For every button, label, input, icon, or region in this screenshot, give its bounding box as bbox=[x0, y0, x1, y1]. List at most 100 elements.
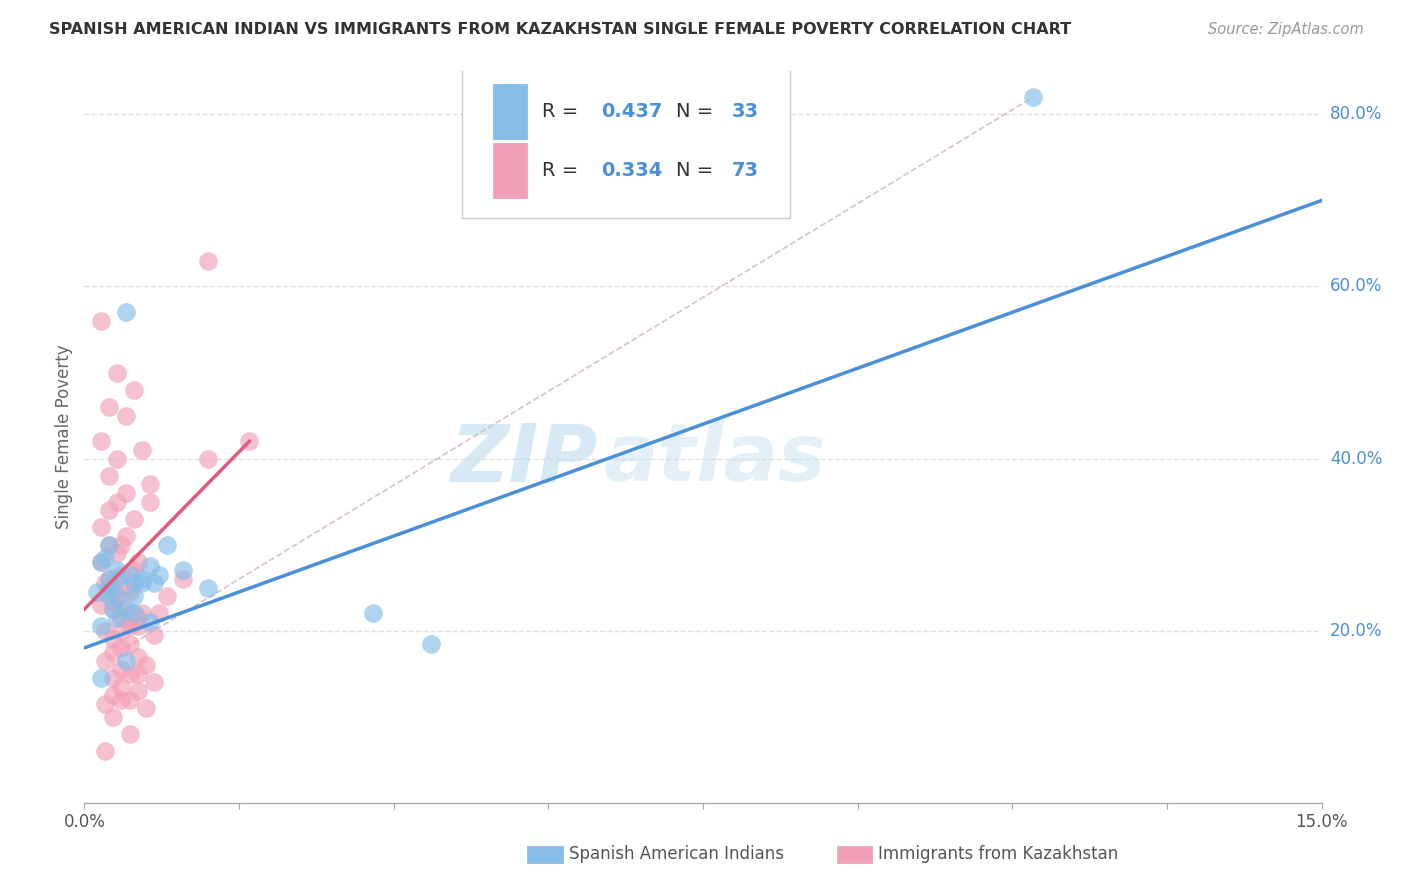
Point bbox=[139, 559, 162, 574]
Text: Source: ZipAtlas.com: Source: ZipAtlas.com bbox=[1208, 22, 1364, 37]
FancyBboxPatch shape bbox=[492, 143, 527, 197]
Text: SPANISH AMERICAN INDIAN VS IMMIGRANTS FROM KAZAKHSTAN SINGLE FEMALE POVERTY CORR: SPANISH AMERICAN INDIAN VS IMMIGRANTS FR… bbox=[49, 22, 1071, 37]
Point bbox=[105, 564, 128, 578]
Text: 0.437: 0.437 bbox=[602, 102, 662, 121]
Text: Spanish American Indians: Spanish American Indians bbox=[568, 846, 783, 863]
Point bbox=[90, 434, 112, 449]
Point bbox=[118, 615, 141, 629]
Text: 73: 73 bbox=[731, 161, 758, 179]
Point bbox=[98, 572, 121, 586]
Point bbox=[118, 692, 141, 706]
Point bbox=[143, 628, 166, 642]
Point bbox=[135, 701, 157, 715]
Point bbox=[86, 585, 108, 599]
Point bbox=[94, 624, 117, 638]
Point bbox=[156, 589, 179, 603]
Point bbox=[105, 572, 128, 586]
Point bbox=[110, 692, 132, 706]
Text: R =: R = bbox=[543, 102, 585, 121]
Point bbox=[94, 654, 117, 668]
FancyBboxPatch shape bbox=[492, 84, 527, 139]
Point bbox=[110, 538, 132, 552]
Point bbox=[122, 589, 145, 603]
Point bbox=[127, 649, 149, 664]
Point bbox=[419, 637, 441, 651]
Point bbox=[156, 538, 179, 552]
Point bbox=[103, 585, 125, 599]
Point bbox=[114, 486, 136, 500]
Point bbox=[98, 538, 121, 552]
Text: ZIP: ZIP bbox=[450, 420, 598, 498]
Point bbox=[94, 576, 117, 591]
Point bbox=[105, 546, 128, 560]
Point bbox=[90, 555, 112, 569]
Point bbox=[105, 611, 128, 625]
Point bbox=[98, 400, 121, 414]
Point bbox=[118, 585, 141, 599]
Point bbox=[127, 684, 149, 698]
Point bbox=[172, 572, 194, 586]
Point bbox=[110, 624, 132, 638]
Point bbox=[105, 451, 128, 466]
Point bbox=[118, 567, 141, 582]
Point bbox=[103, 581, 125, 595]
Point bbox=[98, 468, 121, 483]
Point bbox=[103, 710, 125, 724]
Point bbox=[131, 607, 153, 621]
Point bbox=[105, 494, 128, 508]
Point bbox=[90, 619, 112, 633]
Y-axis label: Single Female Poverty: Single Female Poverty bbox=[55, 345, 73, 529]
Point bbox=[98, 572, 121, 586]
Point bbox=[90, 598, 112, 612]
Point bbox=[98, 589, 121, 603]
Text: 60.0%: 60.0% bbox=[1330, 277, 1382, 295]
Point bbox=[90, 671, 112, 685]
Point bbox=[118, 727, 141, 741]
Point bbox=[197, 581, 219, 595]
Point bbox=[118, 619, 141, 633]
Point bbox=[148, 567, 170, 582]
Point bbox=[122, 564, 145, 578]
Point bbox=[90, 314, 112, 328]
Point bbox=[110, 611, 132, 625]
Point bbox=[90, 555, 112, 569]
Point bbox=[143, 675, 166, 690]
Point bbox=[94, 550, 117, 565]
Text: 20.0%: 20.0% bbox=[1330, 622, 1382, 640]
Point bbox=[114, 602, 136, 616]
Point bbox=[131, 576, 153, 591]
Point bbox=[127, 611, 149, 625]
Point bbox=[197, 451, 219, 466]
Point bbox=[94, 744, 117, 758]
Point bbox=[110, 640, 132, 655]
Point bbox=[361, 607, 384, 621]
Point bbox=[94, 697, 117, 711]
Text: Immigrants from Kazakhstan: Immigrants from Kazakhstan bbox=[877, 846, 1118, 863]
Point bbox=[118, 637, 141, 651]
Text: 40.0%: 40.0% bbox=[1330, 450, 1382, 467]
Point bbox=[103, 602, 125, 616]
Point bbox=[103, 602, 125, 616]
Point bbox=[139, 615, 162, 629]
Point bbox=[98, 538, 121, 552]
Point bbox=[197, 253, 219, 268]
Point bbox=[110, 662, 132, 676]
Point bbox=[122, 512, 145, 526]
Point bbox=[122, 383, 145, 397]
Point bbox=[114, 409, 136, 423]
Text: N =: N = bbox=[676, 161, 720, 179]
Point bbox=[90, 520, 112, 534]
Point bbox=[103, 671, 125, 685]
Text: R =: R = bbox=[543, 161, 585, 179]
Text: N =: N = bbox=[676, 102, 720, 121]
Point bbox=[103, 688, 125, 702]
Point bbox=[98, 581, 121, 595]
Point bbox=[127, 666, 149, 681]
Point bbox=[1022, 90, 1045, 104]
Point bbox=[110, 602, 132, 616]
Point bbox=[103, 632, 125, 647]
Point bbox=[118, 607, 141, 621]
Point bbox=[110, 680, 132, 694]
Point bbox=[131, 442, 153, 457]
Point bbox=[139, 494, 162, 508]
